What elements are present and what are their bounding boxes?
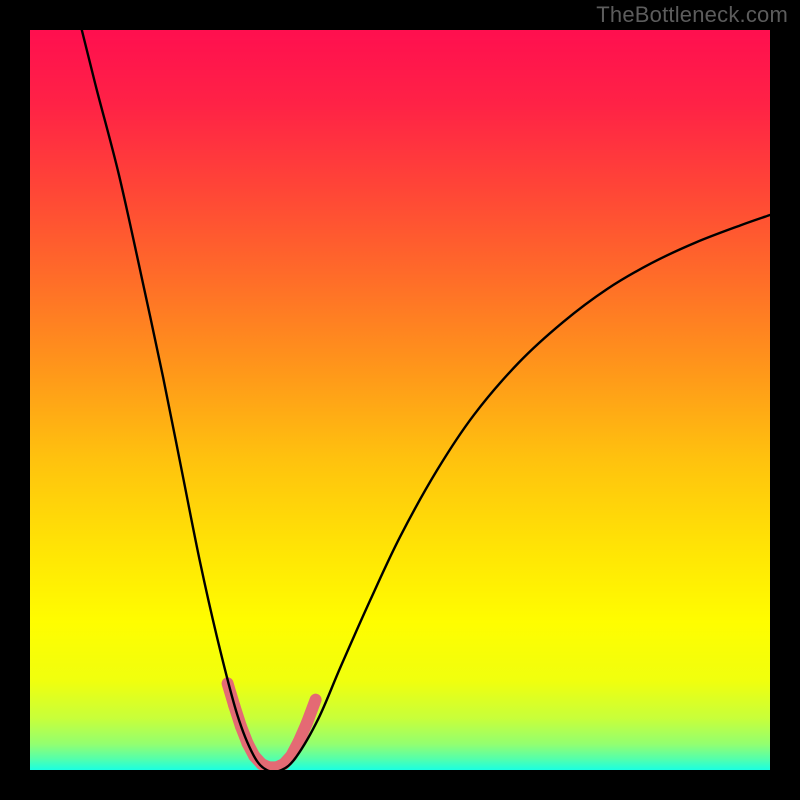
chart-root: TheBottleneck.com: [0, 0, 800, 800]
highlight-segment: [307, 700, 316, 724]
watermark-text: TheBottleneck.com: [596, 2, 788, 28]
chart-svg: [0, 0, 800, 800]
gradient-background: [30, 30, 770, 770]
